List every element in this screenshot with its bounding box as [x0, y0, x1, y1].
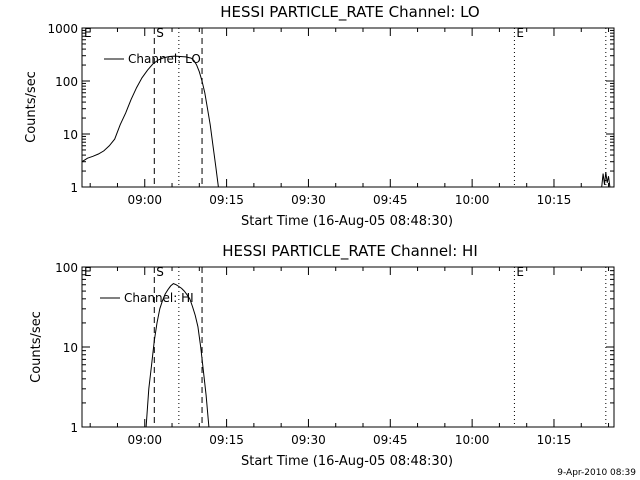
- y-tick-label: 1000: [47, 22, 78, 36]
- series-line: [145, 283, 210, 428]
- marker-label: E: [84, 26, 92, 40]
- marker-label: E: [516, 26, 524, 40]
- y-axis-label: Counts/sec: [24, 71, 39, 143]
- plot-frame: [81, 27, 615, 188]
- y-tick-label: 100: [55, 261, 78, 275]
- panel-hi: HESSI PARTICLE_RATE Channel: HI Start Ti…: [29, 242, 615, 469]
- x-tick-label: 10:00: [455, 433, 490, 447]
- y-axis-label: Counts/sec: [29, 311, 44, 383]
- x-tick-label: 09:00: [127, 433, 162, 447]
- panel-lo: HESSI PARTICLE_RATE Channel: LO Start Ti…: [24, 3, 615, 229]
- x-tick-label: 09:30: [291, 193, 326, 207]
- chart-title: HESSI PARTICLE_RATE Channel: HI: [222, 242, 478, 261]
- y-tick-label: 10: [63, 341, 78, 355]
- x-tick-label: 09:00: [127, 193, 162, 207]
- series-line: [81, 55, 219, 188]
- x-axis-label: Start Time (16-Aug-05 08:48:30): [241, 214, 453, 229]
- legend-label: Channel: LO: [128, 52, 201, 66]
- y-tick-label: 10: [63, 128, 78, 142]
- x-tick-label: 10:00: [455, 193, 490, 207]
- x-tick-label: 10:15: [537, 193, 572, 207]
- footer-timestamp: 9-Apr-2010 08:39: [557, 468, 636, 478]
- x-tick-label: 09:15: [209, 433, 244, 447]
- chart-title: HESSI PARTICLE_RATE Channel: LO: [220, 3, 479, 22]
- x-tick-label: 09:30: [291, 433, 326, 447]
- marker-label: E: [84, 265, 92, 279]
- x-tick-label: 09:15: [209, 193, 244, 207]
- y-tick-label: 1: [70, 181, 78, 195]
- y-tick-label: 100: [55, 75, 78, 89]
- y-tick-label: 1: [70, 421, 78, 435]
- legend-label: Channel: HI: [124, 291, 194, 305]
- marker-label: S: [156, 265, 164, 279]
- x-tick-label: 10:15: [537, 433, 572, 447]
- x-axis-label: Start Time (16-Aug-05 08:48:30): [241, 454, 453, 469]
- x-tick-label: 09:45: [373, 433, 408, 447]
- marker-label: E: [516, 265, 524, 279]
- legend: Channel: HI: [100, 291, 194, 305]
- marker-label: S: [156, 26, 164, 40]
- legend: Channel: LO: [104, 52, 201, 66]
- x-tick-label: 09:45: [373, 193, 408, 207]
- series-line: [601, 172, 611, 188]
